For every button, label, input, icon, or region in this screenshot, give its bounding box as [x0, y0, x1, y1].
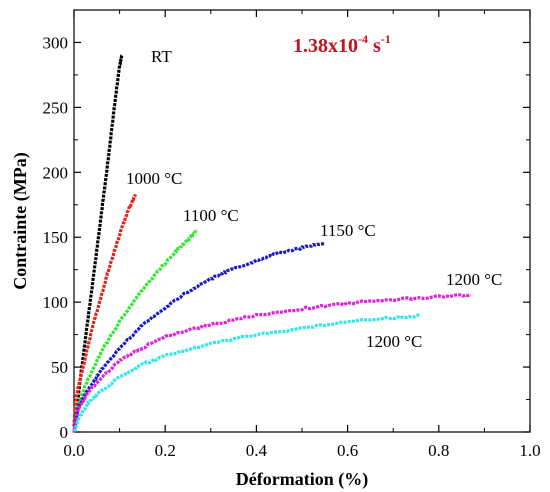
x-axis-title: Déformation (%) [236, 469, 368, 490]
x-tick-label: 0.0 [63, 441, 84, 460]
series-label: 1150 °C [320, 221, 376, 240]
x-tick-label: 0.4 [246, 441, 268, 460]
series-label: 1100 °C [183, 206, 239, 225]
series-line [72, 228, 199, 434]
plot-frame [73, 9, 531, 433]
series-line [72, 292, 472, 433]
y-tick-label: 150 [43, 228, 69, 247]
x-tick-label: 0.6 [337, 441, 358, 460]
series-group [72, 53, 472, 434]
y-tick-label: 0 [60, 423, 69, 442]
x-tick-label: 0.8 [428, 441, 449, 460]
series-line [72, 193, 138, 427]
x-tick-label: 1.0 [519, 441, 540, 460]
series-line [72, 242, 325, 432]
series-label: 1200 °C [446, 270, 502, 289]
series-label: RT [151, 47, 172, 66]
strain-rate-annotation: 1.38x10-4 s-1 [293, 32, 391, 57]
y-tick-label: 250 [43, 98, 69, 117]
y-tick-label: 300 [43, 33, 69, 52]
series-line [72, 53, 124, 432]
y-tick-label: 200 [43, 163, 69, 182]
label-group: Déformation (%) Contrainte (MPa) RT 1000 °C… [10, 32, 502, 490]
series-label: 1200 °C [366, 332, 422, 351]
plot-area: 0.0 0.2 0.4 0.6 0.8 1.0 0 50 100 150 200 250 300 [43, 9, 541, 460]
series-label: 1000 °C [126, 169, 182, 188]
y-tick-label: 100 [43, 293, 69, 312]
x-tick-label: 0.2 [155, 441, 176, 460]
series-line [72, 313, 421, 432]
y-tick-label: 50 [51, 358, 68, 377]
y-axis-title: Contrainte (MPa) [10, 152, 31, 289]
